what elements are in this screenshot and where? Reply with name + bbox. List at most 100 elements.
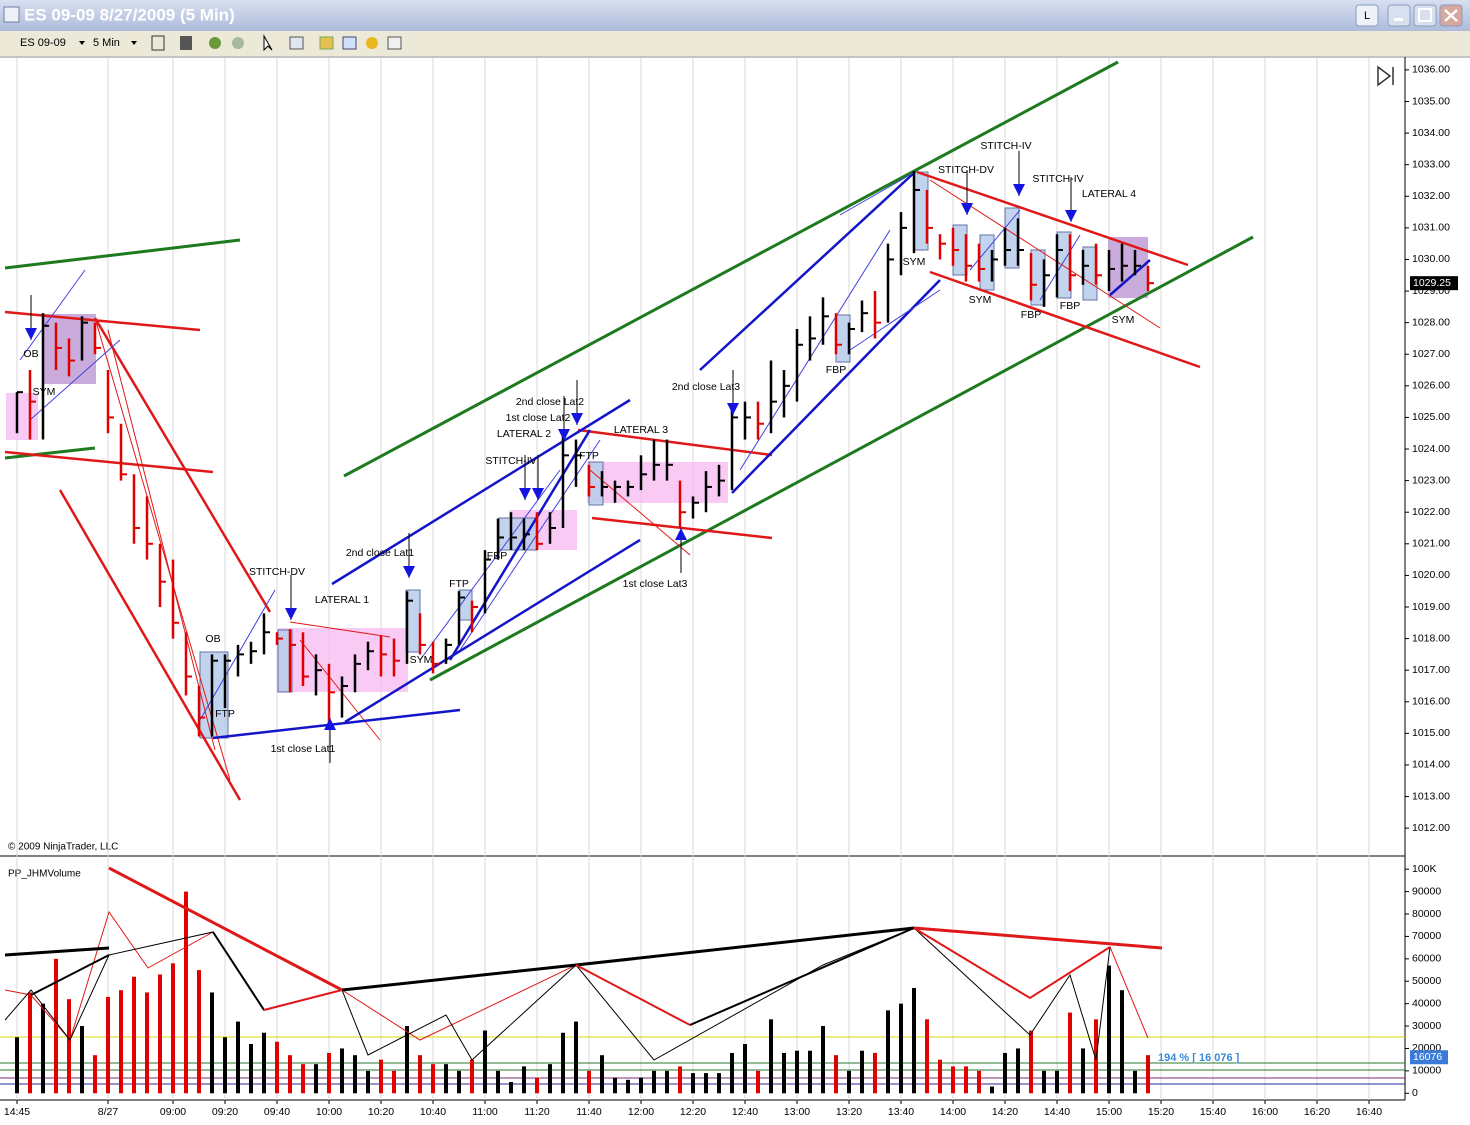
volume-bar <box>223 1037 227 1094</box>
volume-bar <box>847 1070 851 1094</box>
volume-bar <box>912 987 916 1094</box>
x-tick-label: 09:00 <box>160 1106 186 1118</box>
strategy-button[interactable] <box>319 36 334 50</box>
arrow-head <box>285 608 297 620</box>
trendline <box>1109 259 1151 296</box>
volume-bar <box>717 1073 721 1094</box>
trendline <box>731 279 941 494</box>
interval-selector[interactable]: 5 Min <box>93 37 120 49</box>
zoom-out-button[interactable] <box>232 37 244 49</box>
volume-bar <box>80 1026 84 1094</box>
volume-bar <box>860 1050 864 1094</box>
volume-bar <box>925 1019 929 1094</box>
volume-bar <box>782 1052 786 1094</box>
annotation: FTP <box>215 708 235 720</box>
y-tick-label: 30000 <box>1412 1020 1441 1032</box>
volume-bar <box>366 1070 370 1094</box>
annotation: 2nd close Lat1 <box>346 547 414 559</box>
toolbar-icons <box>151 34 402 52</box>
properties-button[interactable] <box>289 36 304 50</box>
annotation: 1st close Lat2 <box>506 412 571 424</box>
indicator-title: PP_JHMVolume <box>8 869 81 880</box>
app-icon <box>3 6 20 23</box>
link-button-label[interactable]: L <box>1364 10 1370 22</box>
trendline <box>4 446 96 460</box>
y-tick-label: 70000 <box>1412 930 1441 942</box>
volume-bar <box>1055 1070 1059 1094</box>
annotation: LATERAL 2 <box>497 428 551 440</box>
arrow-head <box>532 488 544 500</box>
minimize-button[interactable] <box>1387 4 1411 27</box>
volume-bar <box>171 963 175 1094</box>
volume-bar <box>210 992 214 1094</box>
draw-tool-button[interactable] <box>180 36 192 50</box>
x-tick-label: 16:40 <box>1356 1106 1382 1118</box>
x-tick-label: 15:20 <box>1148 1106 1174 1118</box>
window-title: ES 09-09 8/27/2009 (5 Min) <box>24 5 235 24</box>
annotation: FBP <box>1021 309 1041 321</box>
volume-trendline <box>263 989 343 1011</box>
volume-bar <box>1107 965 1111 1094</box>
trendline <box>4 450 214 474</box>
volume-trendline <box>4 946 110 957</box>
volume-bar <box>93 1055 97 1094</box>
zone-box <box>587 462 728 503</box>
y-tick-label: 1024.00 <box>1412 443 1450 455</box>
annotation: FBP <box>1060 300 1080 312</box>
data-button[interactable] <box>366 37 378 49</box>
zoom-in-button[interactable] <box>209 37 221 49</box>
annotation: SYM <box>1112 314 1135 326</box>
trendline <box>1039 234 1081 301</box>
annotation: STITCH-DV <box>938 164 994 176</box>
x-tick-label: 15:40 <box>1200 1106 1226 1118</box>
volume-bar <box>262 1032 266 1094</box>
volume-bar <box>145 992 149 1094</box>
arrow-head <box>403 566 415 578</box>
trendline <box>344 538 641 724</box>
arrow-head <box>571 413 583 425</box>
annotation: STITCH-IV <box>980 140 1031 152</box>
volume-bar <box>600 1055 604 1094</box>
indicator-button[interactable] <box>342 36 357 50</box>
scroll-end-button[interactable] <box>1377 65 1394 87</box>
volume-bar <box>769 1019 773 1094</box>
y-tick-label: 1036.00 <box>1412 64 1450 76</box>
y-tick-label: 60000 <box>1412 953 1441 965</box>
x-tick-label: 12:40 <box>732 1106 758 1118</box>
x-tick-label: 12:20 <box>680 1106 706 1118</box>
y-tick-label: 1034.00 <box>1412 127 1450 139</box>
volume-bar <box>535 1077 539 1094</box>
x-tick-label: 14:45 <box>4 1106 30 1118</box>
volume-bar <box>977 1070 981 1094</box>
volume-trendline <box>212 931 265 1011</box>
y-tick-label: 50000 <box>1412 975 1441 987</box>
volume-bar <box>951 1066 955 1094</box>
y-tick-label: 1019.00 <box>1412 601 1450 613</box>
y-tick-label: 1014.00 <box>1412 759 1450 771</box>
volume-bar <box>483 1030 487 1094</box>
volume-bar <box>236 1021 240 1094</box>
y-tick-label: 1033.00 <box>1412 158 1450 170</box>
instrument-selector[interactable]: ES 09-09 <box>20 37 66 49</box>
y-tick-label: 1022.00 <box>1412 506 1450 518</box>
arrow-head <box>1013 184 1025 196</box>
y-tick-label: 1020.00 <box>1412 569 1450 581</box>
x-tick-label: 10:00 <box>316 1106 342 1118</box>
volume-bar <box>691 1073 695 1094</box>
bar-type-button[interactable] <box>151 35 165 51</box>
trendline <box>212 708 461 740</box>
arrow-head <box>558 429 570 441</box>
volume-bar <box>743 1043 747 1094</box>
link-button[interactable] <box>1355 4 1379 27</box>
annotation: OB <box>23 348 38 360</box>
x-tick-label: 15:00 <box>1096 1106 1122 1118</box>
x-tick-label: 16:00 <box>1252 1106 1278 1118</box>
y-tick-label: 1015.00 <box>1412 727 1450 739</box>
pointer-button[interactable] <box>263 34 273 52</box>
volume-bar <box>899 1003 903 1094</box>
volume-bar <box>392 1070 396 1094</box>
volume-bar <box>418 1055 422 1094</box>
data-box-button[interactable] <box>387 36 402 50</box>
